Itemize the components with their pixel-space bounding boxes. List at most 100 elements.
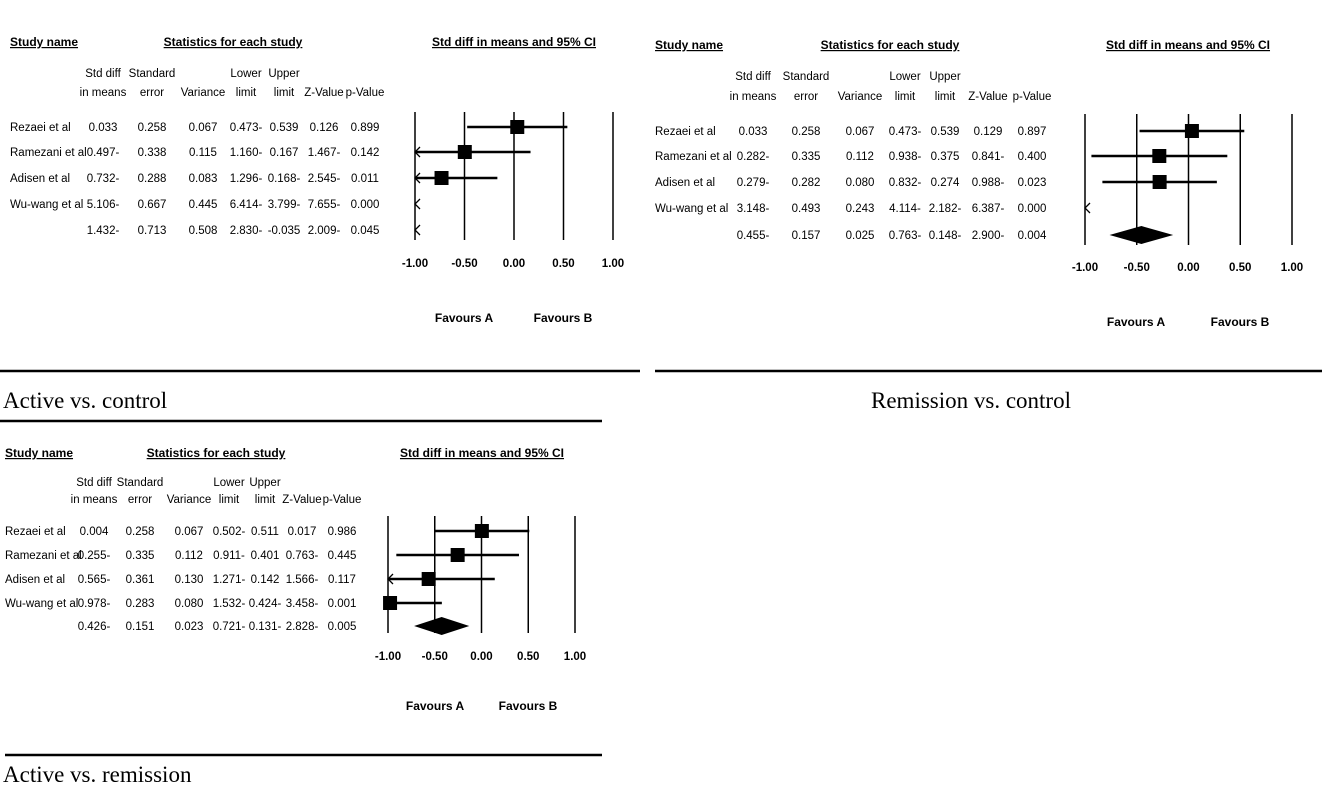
cell-1-1: 0.335 — [792, 151, 821, 163]
summary-diamond — [414, 617, 470, 635]
study-name-2: Adisen et al — [655, 177, 715, 189]
ci-header: Std diff in means and 95% CI — [1106, 38, 1270, 52]
cell-2-3: 1.271- — [213, 574, 246, 586]
column-header-1-line-1: error — [794, 91, 818, 103]
clip-arrow-2 — [387, 573, 394, 585]
cell-4-0: 0.426- — [78, 621, 111, 633]
favours-a-label: Favours A — [435, 311, 494, 325]
effect-square-3 — [383, 596, 398, 610]
cell-0-2: 0.067 — [189, 122, 218, 134]
cell-0-1: 0.258 — [126, 526, 155, 538]
column-header-1-line-1: error — [140, 87, 164, 99]
plot-area: -1.00 -0.50 0.00 0.50 1.00 — [402, 112, 624, 270]
cell-1-4: 0.375 — [931, 151, 960, 163]
tick-label-1: -0.50 — [422, 651, 448, 663]
cell-2-0: 0.279- — [737, 177, 770, 189]
cell-3-1: 0.283 — [126, 598, 155, 610]
column-header-0-line-0: Std diff — [85, 68, 121, 80]
tick-label-1: -0.50 — [451, 258, 477, 270]
cell-3-1: 0.667 — [138, 199, 167, 211]
effect-square-1 — [457, 145, 472, 159]
study-name-3: Wu-wang et al — [10, 199, 83, 211]
cell-1-5: 1.467- — [308, 147, 341, 159]
plot-area: -1.00 -0.50 0.00 0.50 1.00 — [375, 516, 586, 663]
study-name-header: Study name — [10, 35, 78, 49]
cell-4-4: 0.131- — [249, 621, 282, 633]
cell-0-5: 0.126 — [310, 122, 339, 134]
clip-arrow-3 — [1084, 202, 1091, 214]
cell-4-1: 0.151 — [126, 621, 155, 633]
cell-2-2: 0.080 — [846, 177, 875, 189]
cell-1-0: 0.282- — [737, 151, 770, 163]
cell-2-6: 0.117 — [328, 574, 356, 586]
cell-4-5: 2.900- — [972, 230, 1005, 242]
cell-3-5: 7.655- — [308, 199, 341, 211]
cell-2-4: 0.168- — [268, 173, 301, 185]
ci-header: Std diff in means and 95% CI — [432, 35, 596, 49]
cell-2-0: 0.565- — [78, 574, 111, 586]
cell-1-5: 0.841- — [972, 151, 1005, 163]
cell-0-3: 0.502- — [213, 526, 246, 538]
cell-2-5: 0.988- — [972, 177, 1005, 189]
effect-square-2 — [421, 572, 436, 586]
column-header-0-line-1: in means — [80, 87, 127, 99]
cell-2-1: 0.282 — [792, 177, 821, 189]
tick-label-2: 0.00 — [470, 651, 492, 663]
cell-0-1: 0.258 — [792, 126, 821, 138]
favours-b-label: Favours B — [499, 699, 558, 713]
cell-4-2: 0.508 — [189, 225, 218, 237]
effect-square-0 — [510, 120, 525, 134]
cell-4-5: 2.828- — [286, 621, 319, 633]
cell-3-4: 2.182- — [929, 203, 962, 215]
study-name-3: Wu-wang et al — [5, 598, 78, 610]
cell-1-2: 0.112 — [846, 151, 874, 163]
cell-3-4: 0.424- — [249, 598, 282, 610]
cell-3-0: 0.978- — [78, 598, 111, 610]
cell-0-4: 0.511 — [251, 526, 279, 538]
cell-3-5: 3.458- — [286, 598, 319, 610]
cell-4-6: 0.045 — [351, 225, 380, 237]
cell-3-0: 3.148- — [737, 203, 770, 215]
cell-1-3: 1.160- — [230, 147, 263, 159]
column-header-4-line-0: Upper — [249, 477, 280, 489]
cell-3-4: 3.799- — [268, 199, 301, 211]
tick-label-3: 0.50 — [1229, 262, 1251, 274]
clip-arrow-3 — [414, 198, 421, 210]
column-header-3-line-0: Lower — [213, 477, 244, 489]
cell-1-4: 0.401 — [251, 550, 280, 562]
cell-3-3: 4.114- — [889, 203, 921, 215]
cell-0-2: 0.067 — [175, 526, 204, 538]
cell-4-3: 0.763- — [889, 230, 922, 242]
cell-2-0: 0.732- — [87, 173, 120, 185]
effect-square-0 — [474, 524, 489, 538]
favours-a-label: Favours A — [1107, 315, 1166, 329]
cell-2-3: 0.832- — [889, 177, 922, 189]
cell-2-1: 0.288 — [138, 173, 167, 185]
cell-4-0: 0.455- — [737, 230, 770, 242]
cell-2-2: 0.083 — [189, 173, 218, 185]
column-header-6-line-1: p-Value — [346, 87, 385, 99]
study-rows: Rezaei et al 0.033 0.258 0.067 0.473- 0.539 0.… — [655, 126, 1047, 242]
statistics-header: Statistics for each study — [164, 35, 303, 49]
cell-0-6: 0.986 — [328, 526, 357, 538]
cell-2-2: 0.130 — [175, 574, 204, 586]
column-header-6-line-1: p-Value — [323, 494, 362, 506]
cell-0-0: 0.033 — [739, 126, 768, 138]
cell-4-2: 0.025 — [846, 230, 875, 242]
cell-4-4: -0.035 — [268, 225, 301, 237]
effect-square-1 — [450, 548, 465, 562]
column-header-3-line-1: limit — [219, 494, 240, 506]
cell-0-1: 0.258 — [138, 122, 167, 134]
study-name-0: Rezaei et al — [5, 526, 66, 538]
column-header-0-line-0: Std diff — [735, 71, 771, 83]
cell-4-1: 0.713 — [138, 225, 167, 237]
cell-1-1: 0.338 — [138, 147, 167, 159]
cell-4-2: 0.023 — [175, 621, 204, 633]
cell-3-0: 5.106- — [87, 199, 120, 211]
column-header-3-line-1: limit — [236, 87, 257, 99]
column-header-3-line-0: Lower — [230, 68, 261, 80]
cell-1-0: 0.497- — [87, 147, 120, 159]
cell-1-2: 0.112 — [175, 550, 203, 562]
